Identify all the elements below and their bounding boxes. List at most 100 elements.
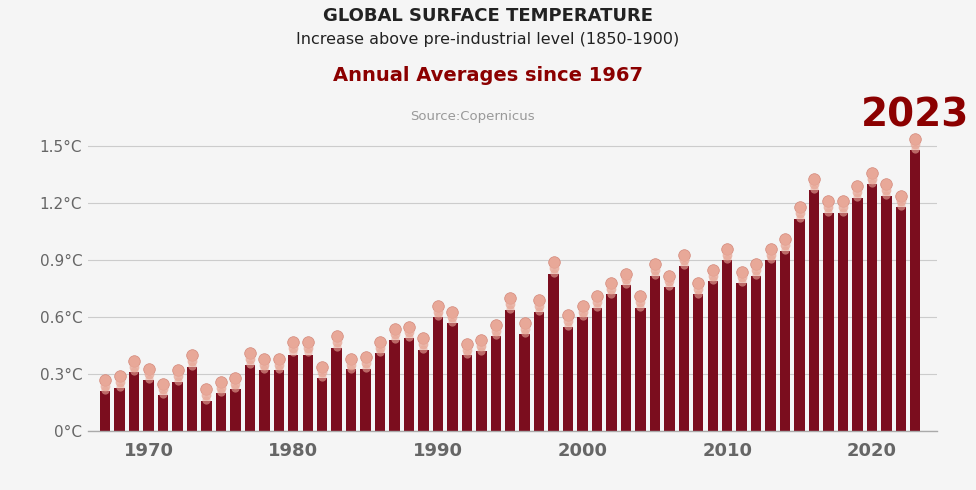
Point: [632, 303, 648, 311]
Text: GLOBAL SURFACE TEMPERATURE: GLOBAL SURFACE TEMPERATURE: [323, 7, 653, 25]
Point: [618, 270, 633, 277]
Point: [878, 180, 894, 188]
Point: [676, 251, 692, 259]
Point: [849, 182, 865, 190]
Bar: [881, 196, 891, 431]
Point: [227, 374, 243, 382]
Point: [358, 359, 374, 367]
Point: [560, 312, 576, 319]
Point: [878, 186, 894, 194]
Point: [488, 327, 504, 335]
Bar: [751, 275, 761, 431]
Bar: [896, 207, 906, 431]
Bar: [837, 213, 848, 431]
Bar: [491, 336, 501, 431]
Point: [662, 271, 677, 279]
Bar: [273, 370, 284, 431]
Point: [242, 349, 258, 357]
Bar: [129, 372, 140, 431]
Point: [618, 275, 633, 283]
Point: [864, 169, 879, 177]
Bar: [360, 368, 371, 431]
Point: [344, 355, 359, 363]
Point: [257, 366, 272, 373]
Point: [531, 296, 547, 304]
Point: [835, 203, 851, 211]
Point: [763, 255, 779, 263]
Bar: [606, 294, 617, 431]
Bar: [794, 219, 805, 431]
Point: [777, 246, 793, 254]
Point: [112, 378, 128, 386]
Point: [531, 302, 547, 310]
Bar: [591, 308, 602, 431]
Point: [213, 384, 228, 392]
Point: [98, 376, 113, 384]
Point: [416, 340, 431, 348]
Point: [344, 361, 359, 368]
Bar: [765, 260, 776, 431]
Point: [285, 348, 301, 356]
Point: [864, 175, 879, 183]
Point: [893, 192, 909, 200]
Point: [271, 355, 287, 363]
Point: [719, 245, 735, 253]
Point: [777, 241, 793, 249]
Point: [401, 333, 417, 341]
Point: [792, 203, 807, 211]
Point: [749, 266, 764, 274]
Point: [416, 344, 431, 352]
Point: [271, 366, 287, 373]
Bar: [852, 197, 863, 431]
Bar: [447, 323, 458, 431]
Point: [546, 269, 561, 276]
Point: [126, 363, 142, 370]
Point: [170, 377, 185, 385]
Point: [517, 325, 533, 333]
Point: [257, 355, 272, 363]
Bar: [419, 349, 428, 431]
Point: [503, 305, 518, 313]
Point: [141, 370, 156, 378]
Point: [386, 325, 402, 333]
Point: [604, 285, 620, 293]
Point: [213, 378, 228, 386]
Bar: [780, 251, 791, 431]
Point: [806, 185, 822, 193]
Point: [806, 180, 822, 188]
Point: [213, 389, 228, 396]
Bar: [288, 355, 299, 431]
Point: [473, 342, 489, 350]
Point: [344, 366, 359, 373]
Bar: [173, 382, 183, 431]
Point: [141, 375, 156, 383]
Point: [734, 278, 750, 286]
Bar: [404, 338, 414, 431]
Point: [749, 260, 764, 268]
Point: [430, 302, 446, 310]
Point: [849, 193, 865, 200]
Point: [300, 348, 315, 356]
Point: [329, 338, 345, 346]
Point: [459, 345, 474, 353]
Bar: [332, 348, 342, 431]
Point: [503, 294, 518, 302]
Point: [488, 331, 504, 339]
Point: [821, 197, 836, 205]
Bar: [708, 281, 718, 431]
Bar: [505, 310, 515, 431]
Point: [517, 319, 533, 327]
Point: [734, 273, 750, 281]
Point: [257, 361, 272, 368]
Point: [604, 279, 620, 287]
Point: [690, 285, 706, 293]
Point: [358, 353, 374, 361]
Point: [155, 390, 171, 398]
Point: [705, 266, 720, 274]
Point: [444, 314, 460, 321]
Bar: [245, 365, 255, 431]
Point: [199, 386, 215, 393]
Point: [676, 261, 692, 269]
Point: [821, 203, 836, 211]
Point: [488, 321, 504, 329]
